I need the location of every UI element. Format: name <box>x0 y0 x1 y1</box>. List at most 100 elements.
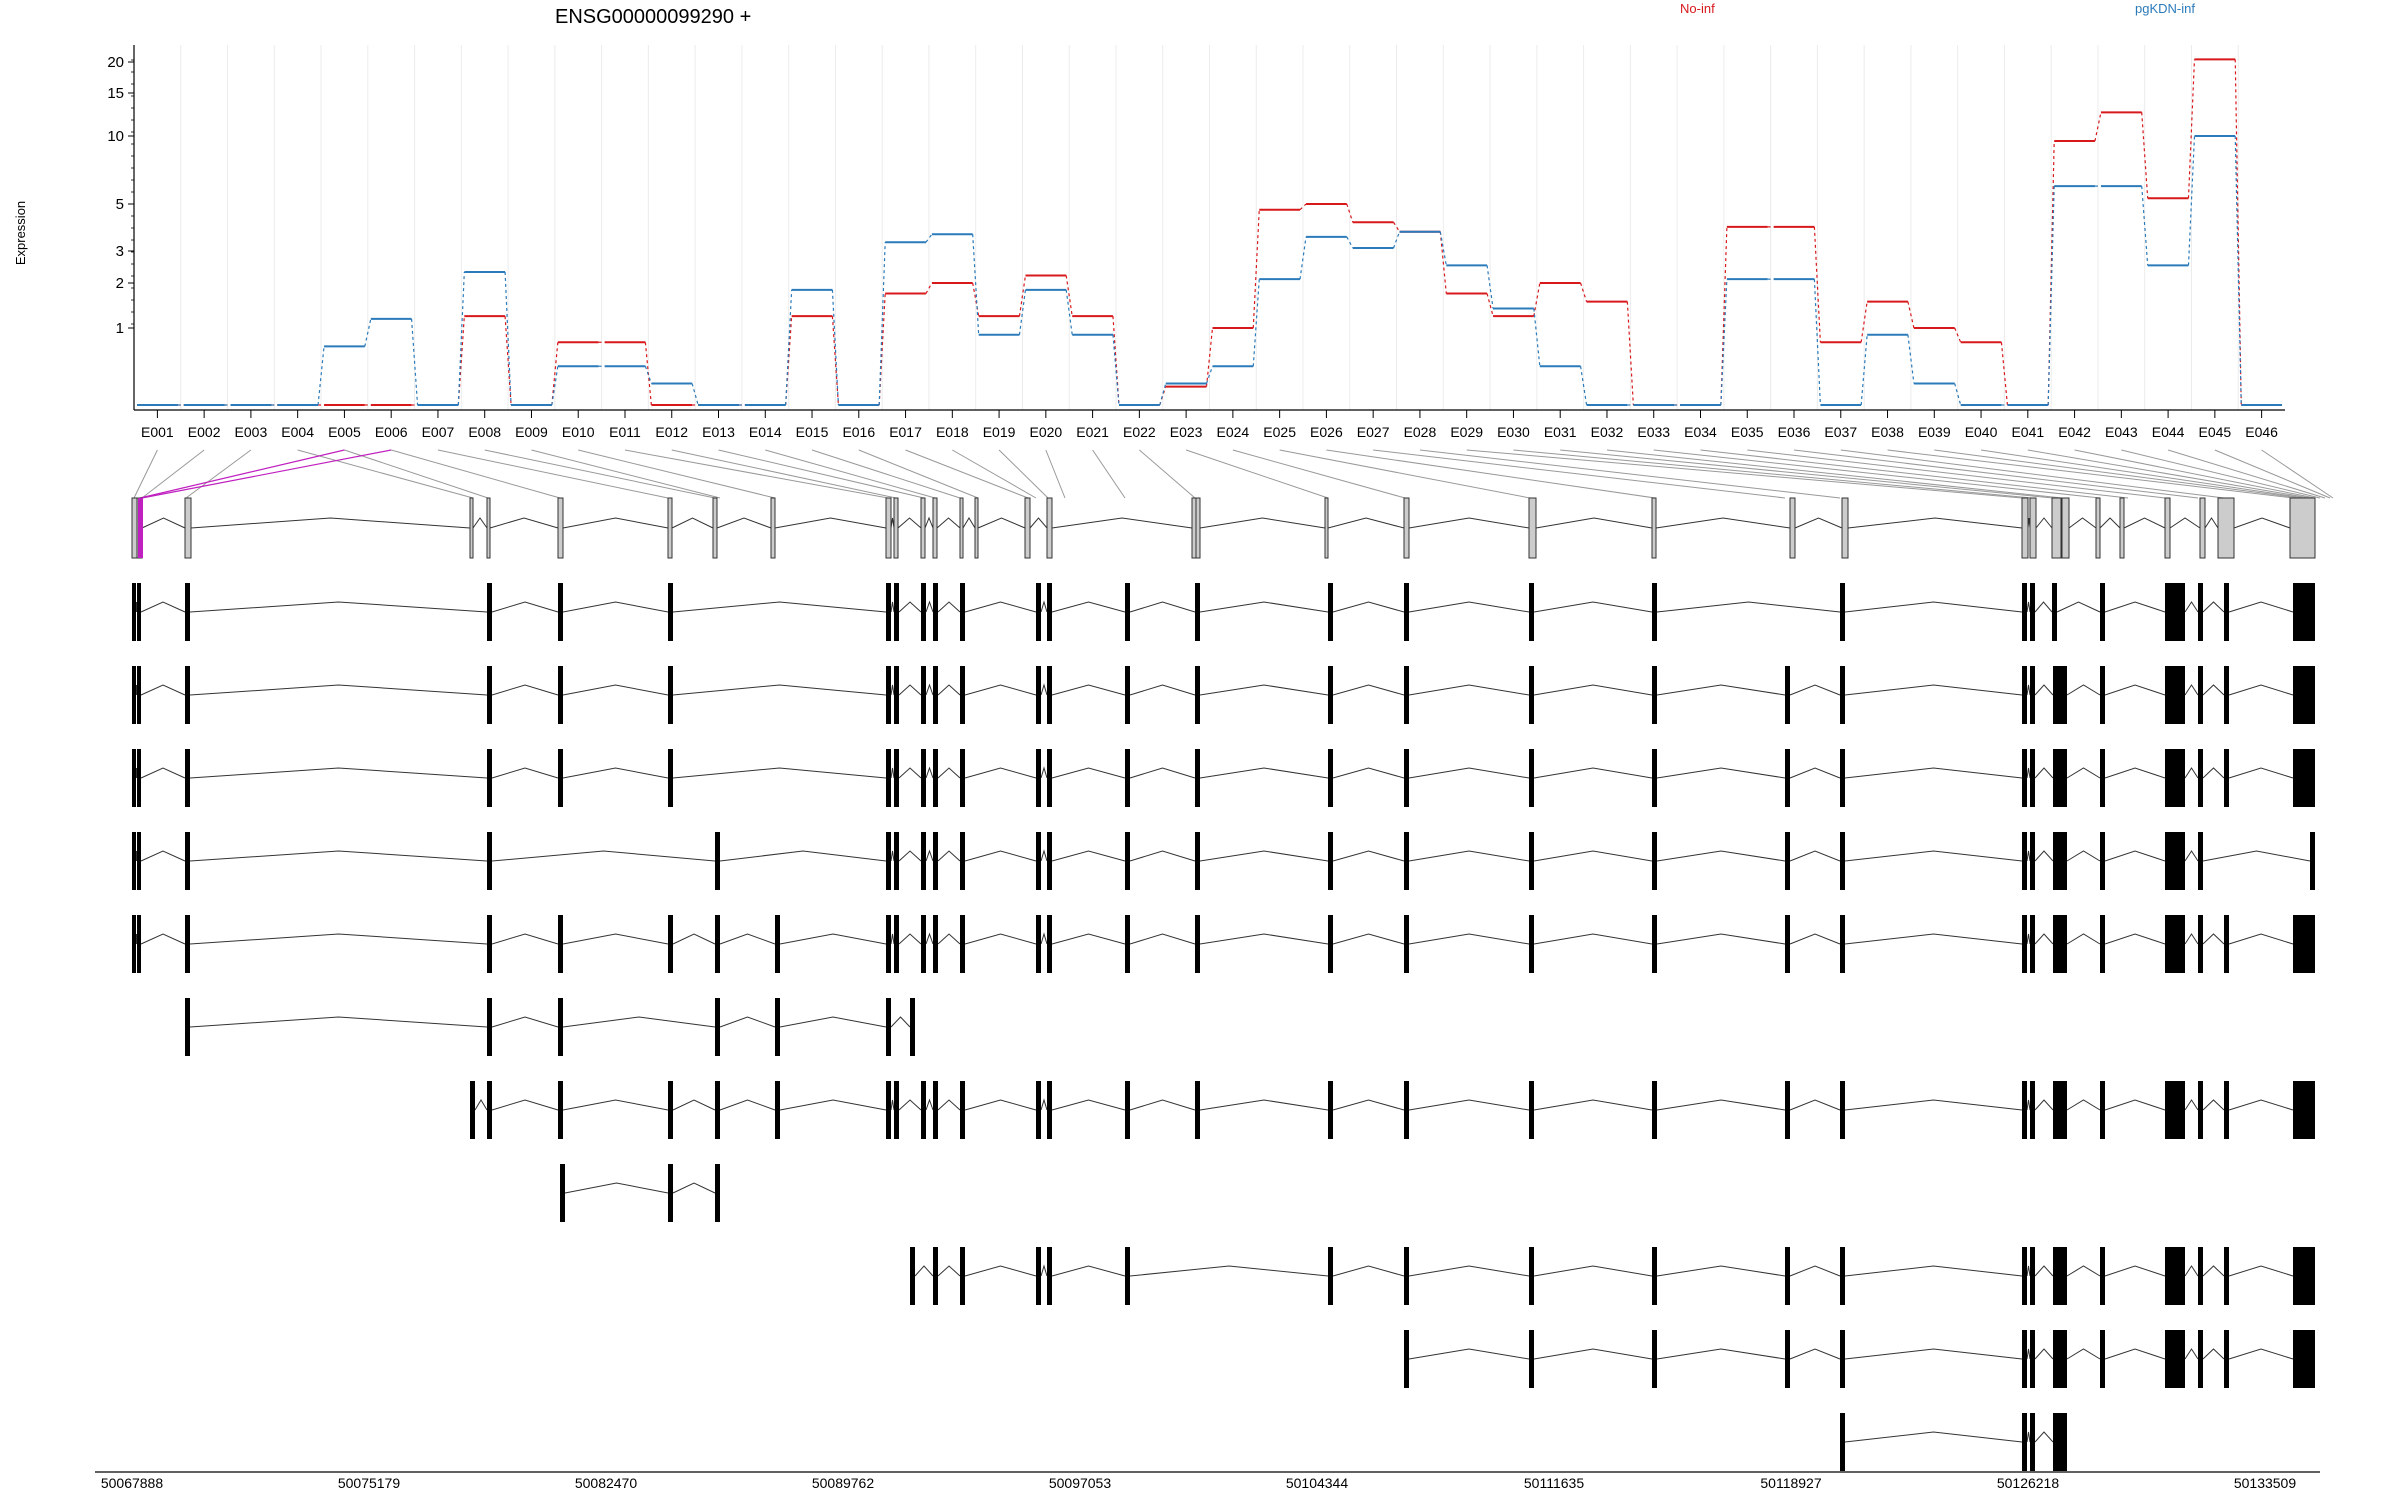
exon-block <box>1785 1247 1790 1305</box>
exon-block <box>2198 1330 2203 1388</box>
intron-line <box>2202 684 2225 696</box>
intron-line <box>964 1099 1037 1111</box>
intron-line <box>2026 1099 2031 1111</box>
exon-connector-line <box>1934 449 2301 499</box>
exon-block <box>487 832 492 890</box>
exon-box <box>1789 497 1796 559</box>
exon-block <box>558 915 563 973</box>
intron-line <box>562 767 669 779</box>
series-connector <box>2141 112 2149 199</box>
intron-line <box>1656 767 1786 779</box>
exon-block <box>2030 832 2035 890</box>
exon-block <box>2030 1413 2035 1471</box>
exon-block <box>1328 1081 1333 1139</box>
exon-block <box>910 998 915 1056</box>
exon-block <box>2022 1413 2027 1471</box>
exon-block <box>1652 915 1657 973</box>
intron-line <box>2068 517 2097 529</box>
intron-line <box>491 850 716 862</box>
x-tick-label: E028 <box>1404 424 1437 440</box>
intron-line <box>964 933 1037 945</box>
exon-connector-line <box>1700 449 2129 499</box>
intron-line <box>779 1099 887 1111</box>
exon-block <box>1404 915 1409 973</box>
exon-connector-line <box>1840 449 2225 499</box>
intron-line <box>135 601 138 613</box>
intron-line <box>937 601 961 613</box>
exon-box <box>2199 497 2206 559</box>
exon-block <box>2030 1081 2035 1139</box>
intron-line <box>890 1099 895 1111</box>
intron-line <box>1040 683 1048 696</box>
exon-block <box>470 1081 475 1139</box>
exon-block <box>886 749 891 807</box>
intron-line <box>2066 1348 2101 1360</box>
intron-line <box>1129 767 1196 779</box>
exon-connector-line <box>484 449 716 499</box>
exon-block <box>1840 749 1845 807</box>
exon-block <box>137 749 141 807</box>
exon-box <box>974 497 979 559</box>
exon-block <box>2293 583 2315 641</box>
intron-line <box>2104 1265 2166 1277</box>
exon-block <box>1195 832 1200 890</box>
series-connector <box>1907 334 1915 384</box>
series-connector <box>504 271 512 406</box>
intron-line <box>1408 1265 1530 1277</box>
x-tick-label: E035 <box>1731 424 1764 440</box>
exon-box <box>1191 497 1197 559</box>
exon-block <box>960 1081 965 1139</box>
exon-box <box>885 497 892 559</box>
x-tick-label: E019 <box>983 424 1016 440</box>
exon-block <box>2224 1330 2229 1388</box>
intron-line <box>2099 517 2121 529</box>
intron-line <box>562 1099 669 1111</box>
exon-box <box>2119 497 2125 559</box>
y-tick-label: 15 <box>107 85 124 102</box>
exon-block <box>1840 666 1845 724</box>
intron-line <box>890 684 895 696</box>
intron-line <box>890 850 895 862</box>
exon-block <box>921 915 926 973</box>
exon-block <box>2100 915 2105 973</box>
exon-block <box>886 1081 891 1139</box>
exon-connector-line <box>1045 449 1066 499</box>
intron-line <box>1129 850 1196 862</box>
intron-line <box>2034 1099 2054 1111</box>
intron-line <box>1040 1264 1048 1277</box>
intron-line <box>937 767 961 779</box>
exon-block <box>2293 1081 2315 1139</box>
x-tick-label: E008 <box>468 424 501 440</box>
exon-block <box>1840 1081 1845 1139</box>
intron-line <box>2184 850 2199 862</box>
intron-line <box>719 850 887 862</box>
x-tick-label: E027 <box>1357 424 1390 440</box>
exon-block <box>2100 1081 2105 1139</box>
exon-box <box>2217 497 2235 559</box>
exon-block <box>775 915 780 973</box>
exon-block <box>668 583 673 641</box>
intron-line <box>2104 933 2166 945</box>
intron-line <box>1040 849 1048 862</box>
exon-block <box>1036 915 1041 973</box>
exon-block <box>1036 749 1041 807</box>
intron-line <box>937 850 961 862</box>
exon-block <box>185 666 190 724</box>
series-connector <box>551 366 559 406</box>
exon-block <box>185 832 190 890</box>
exon-block <box>2022 1247 2027 1305</box>
x-tick-label: E024 <box>1217 424 1250 440</box>
intron-line <box>1051 601 1126 613</box>
intron-line <box>1332 1265 1405 1277</box>
exon-connector-line <box>2074 449 2316 499</box>
exon-block <box>1652 832 1657 890</box>
exon-connector-line <box>2121 449 2321 499</box>
intron-line <box>925 600 934 613</box>
intron-line <box>1199 850 1329 862</box>
exon-block <box>185 749 190 807</box>
intron-line <box>1327 517 1405 529</box>
series-connector <box>1954 383 1962 406</box>
exon-block <box>137 583 141 641</box>
exon-connector-line <box>141 449 205 499</box>
exon-block <box>2053 1081 2067 1139</box>
